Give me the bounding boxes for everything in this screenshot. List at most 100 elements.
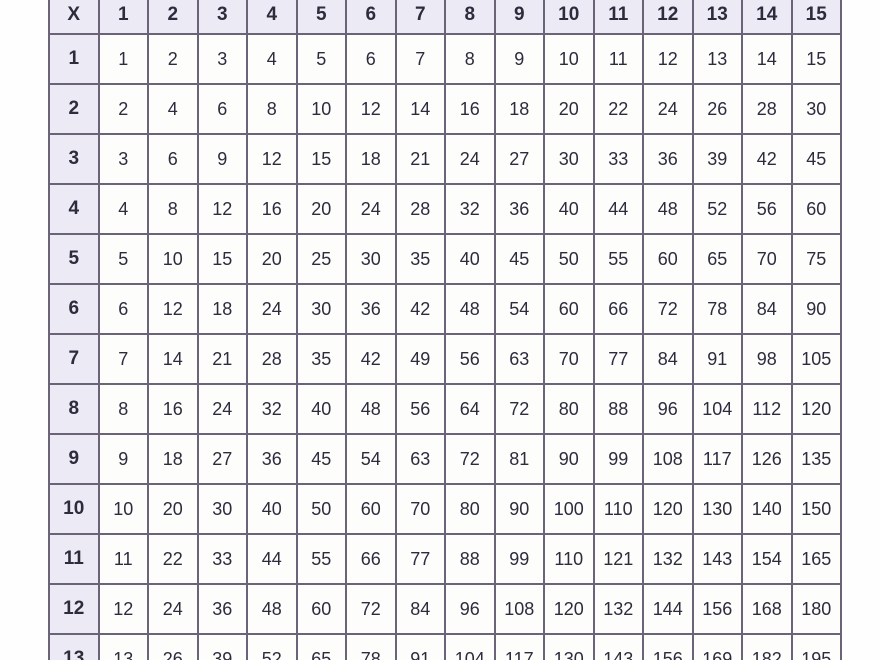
table-row: 3 3 6 9 12 15 18 21 24 27 30 33 36 39 42 45 xyxy=(48,133,842,185)
column-header-cell: 15 xyxy=(790,0,842,35)
table-cell: 120 xyxy=(543,583,595,635)
table-cell: 72 xyxy=(642,283,694,335)
table-cell: 5 xyxy=(295,33,347,85)
table-cell: 10 xyxy=(295,83,347,135)
table-cell: 48 xyxy=(642,183,694,235)
table-cell: 195 xyxy=(790,633,842,660)
table-cell: 3 xyxy=(196,33,248,85)
table-cell: 18 xyxy=(345,133,397,185)
table-cell: 84 xyxy=(642,333,694,385)
table-cell: 13 xyxy=(97,633,149,660)
table-cell: 20 xyxy=(295,183,347,235)
table-cell: 70 xyxy=(741,233,793,285)
table-cell: 60 xyxy=(295,583,347,635)
column-header-cell: 14 xyxy=(741,0,793,35)
table-cell: 36 xyxy=(196,583,248,635)
table-cell: 28 xyxy=(394,183,446,235)
table-cell: 88 xyxy=(444,533,496,585)
table-cell: 39 xyxy=(196,633,248,660)
table-row: 7 7 14 21 28 35 42 49 56 63 70 77 84 91 98 105 xyxy=(48,333,842,385)
table-cell: 78 xyxy=(691,283,743,335)
table-cell: 28 xyxy=(741,83,793,135)
table-cell: 7 xyxy=(394,33,446,85)
table-cell: 39 xyxy=(691,133,743,185)
table-cell: 12 xyxy=(345,83,397,135)
table-cell: 132 xyxy=(592,583,644,635)
table-cell: 182 xyxy=(741,633,793,660)
table-row: 13 13 26 39 52 65 78 91 104 117 130 143 156 169 182 195 xyxy=(48,633,842,660)
table-row: 6 6 12 18 24 30 36 42 48 54 60 66 72 78 84 90 xyxy=(48,283,842,335)
row-header-cell: 8 xyxy=(48,383,100,435)
table-cell: 20 xyxy=(147,483,199,535)
table-cell: 21 xyxy=(394,133,446,185)
table-cell: 108 xyxy=(493,583,545,635)
table-cell: 14 xyxy=(741,33,793,85)
table-cell: 130 xyxy=(543,633,595,660)
table-cell: 156 xyxy=(642,633,694,660)
table-cell: 36 xyxy=(642,133,694,185)
column-header-cell: 13 xyxy=(691,0,743,35)
table-cell: 20 xyxy=(543,83,595,135)
row-header-cell: 5 xyxy=(48,233,100,285)
table-row: 8 8 16 24 32 40 48 56 64 72 80 88 96 104 112 120 xyxy=(48,383,842,435)
table-cell: 60 xyxy=(543,283,595,335)
row-header-cell: 4 xyxy=(48,183,100,235)
table-cell: 45 xyxy=(790,133,842,185)
table-cell: 72 xyxy=(345,583,397,635)
table-cell: 56 xyxy=(741,183,793,235)
row-header-cell: 7 xyxy=(48,333,100,385)
table-cell: 9 xyxy=(196,133,248,185)
table-cell: 45 xyxy=(295,433,347,485)
table-cell: 6 xyxy=(345,33,397,85)
table-cell: 121 xyxy=(592,533,644,585)
column-header-cell: 3 xyxy=(196,0,248,35)
table-cell: 110 xyxy=(592,483,644,535)
multiplication-table-container: X 1 2 3 4 5 6 7 8 9 10 11 12 13 14 15 1 1 2 3 4 5 6 7 8 9 10 11 12… xyxy=(48,0,842,660)
table-cell: 91 xyxy=(691,333,743,385)
table-cell: 126 xyxy=(741,433,793,485)
row-header-cell: 9 xyxy=(48,433,100,485)
table-cell: 4 xyxy=(246,33,298,85)
table-cell: 8 xyxy=(246,83,298,135)
table-cell: 10 xyxy=(147,233,199,285)
table-cell: 24 xyxy=(444,133,496,185)
table-cell: 6 xyxy=(97,283,149,335)
table-cell: 26 xyxy=(691,83,743,135)
row-header-cell: 13 xyxy=(48,633,100,660)
table-cell: 18 xyxy=(196,283,248,335)
column-header-cell: 5 xyxy=(295,0,347,35)
table-cell: 9 xyxy=(97,433,149,485)
corner-header-cell: X xyxy=(48,0,100,35)
table-cell: 20 xyxy=(246,233,298,285)
table-cell: 63 xyxy=(493,333,545,385)
table-cell: 42 xyxy=(741,133,793,185)
table-cell: 154 xyxy=(741,533,793,585)
table-cell: 2 xyxy=(97,83,149,135)
table-cell: 30 xyxy=(295,283,347,335)
row-header-cell: 1 xyxy=(48,33,100,85)
table-cell: 81 xyxy=(493,433,545,485)
table-row: 5 5 10 15 20 25 30 35 40 45 50 55 60 65 70 75 xyxy=(48,233,842,285)
table-cell: 27 xyxy=(196,433,248,485)
table-cell: 90 xyxy=(493,483,545,535)
table-cell: 28 xyxy=(246,333,298,385)
table-cell: 40 xyxy=(444,233,496,285)
table-cell: 120 xyxy=(642,483,694,535)
table-cell: 140 xyxy=(741,483,793,535)
table-cell: 108 xyxy=(642,433,694,485)
table-cell: 55 xyxy=(592,233,644,285)
table-cell: 4 xyxy=(97,183,149,235)
table-cell: 11 xyxy=(592,33,644,85)
table-cell: 77 xyxy=(592,333,644,385)
table-cell: 12 xyxy=(97,583,149,635)
table-cell: 72 xyxy=(444,433,496,485)
table-cell: 105 xyxy=(790,333,842,385)
table-cell: 44 xyxy=(592,183,644,235)
table-cell: 36 xyxy=(345,283,397,335)
table-cell: 70 xyxy=(543,333,595,385)
table-cell: 11 xyxy=(97,533,149,585)
table-cell: 90 xyxy=(790,283,842,335)
row-header-cell: 11 xyxy=(48,533,100,585)
table-cell: 30 xyxy=(790,83,842,135)
table-row: 4 4 8 12 16 20 24 28 32 36 40 44 48 52 56 60 xyxy=(48,183,842,235)
